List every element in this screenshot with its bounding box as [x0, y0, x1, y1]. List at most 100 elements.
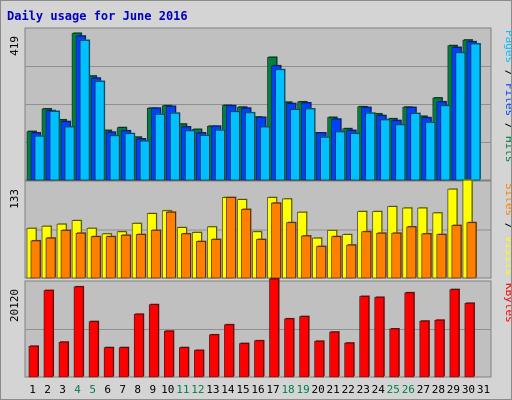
legend-separator: / [503, 63, 511, 83]
bar-kbytes-day-28 [434, 320, 445, 378]
bar-pages-day-10 [169, 112, 180, 181]
bar-kbytes-day-13 [209, 334, 219, 378]
x-tick-label: 14 [221, 383, 235, 396]
bar-pages-day-16 [260, 126, 270, 181]
bar-sites-day-20 [316, 246, 326, 279]
bar-pages-day-21 [335, 131, 345, 181]
x-tick-label: 26 [402, 383, 415, 396]
bar-kbytes-day-16 [254, 340, 264, 378]
x-tick-label: 1 [29, 383, 36, 396]
bar-sites-day-13 [211, 239, 221, 279]
y-max-label-hits_files_pages: 419 [8, 36, 21, 56]
bar-kbytes-day-8 [133, 314, 144, 378]
bar-pages-day-9 [154, 114, 165, 181]
legend-item-visits: Visits [503, 236, 511, 276]
bar-kbytes-day-2 [43, 290, 54, 378]
bar-pages-day-24 [380, 119, 391, 181]
bar-pages-day-17 [275, 69, 285, 181]
bar-sites-day-12 [196, 241, 206, 279]
bar-sites-day-24 [376, 232, 387, 279]
x-tick-label: 12 [191, 383, 204, 396]
bar-kbytes-day-3 [58, 341, 69, 378]
bar-pages-day-19 [305, 108, 315, 181]
bar-kbytes-day-1 [28, 346, 39, 378]
bar-kbytes-day-6 [103, 347, 114, 378]
bar-kbytes-day-4 [73, 286, 84, 378]
x-tick-label: 8 [134, 383, 141, 396]
x-tick-label: 29 [447, 383, 460, 396]
bar-sites-day-8 [135, 234, 146, 279]
bar-pages-day-1 [34, 135, 45, 181]
bar-sites-day-1 [30, 240, 41, 279]
bar-kbytes-day-9 [148, 304, 159, 378]
y-max-label-visits_sites: 133 [8, 189, 21, 209]
x-tick-label: 3 [59, 383, 66, 396]
bar-sites-day-28 [436, 234, 447, 279]
bar-kbytes-day-23 [359, 296, 370, 378]
bar-sites-day-14 [226, 197, 236, 279]
chart-title: Daily usage for June 2016 [7, 9, 188, 23]
chart-panels: 419 Pages / Files / Hits 133 Sites / Visits… [8, 27, 511, 378]
x-tick-label: 10 [161, 383, 174, 396]
bar-pages-day-22 [350, 133, 360, 181]
bar-pages-day-3 [64, 126, 75, 181]
x-tick-label: 28 [432, 383, 445, 396]
bar-sites-day-10 [165, 211, 176, 279]
legend-item-files: Files [503, 83, 511, 116]
bar-sites-day-15 [241, 209, 251, 279]
bar-sites-day-5 [90, 236, 101, 279]
bar-kbytes-day-27 [419, 320, 430, 378]
bar-pages-day-8 [139, 140, 150, 181]
bar-sites-day-22 [346, 244, 356, 279]
x-tick-label: 20 [312, 383, 325, 396]
bar-kbytes-day-30 [464, 303, 475, 378]
bar-kbytes-day-26 [404, 292, 415, 378]
bar-sites-day-17 [271, 202, 281, 279]
legend-item-pages: Pages [503, 30, 511, 63]
bar-sites-day-29 [451, 225, 462, 279]
x-tick-label: 6 [104, 383, 111, 396]
x-tick-label: 4 [74, 383, 81, 396]
bar-sites-day-30 [466, 222, 477, 279]
legend-item-kbytes: KBytes [503, 283, 511, 323]
panel-kbytes: 20120 KBytes [8, 278, 511, 378]
bar-sites-day-11 [181, 233, 191, 279]
x-tick-label: 23 [357, 383, 370, 396]
bar-kbytes-day-20 [314, 341, 324, 378]
bar-pages-day-6 [109, 135, 120, 181]
x-tick-label: 22 [342, 383, 355, 396]
x-tick-label: 15 [236, 383, 249, 396]
legend-hits_files_pages: Pages / Files / Hits [503, 30, 511, 163]
x-tick-label: 25 [387, 383, 400, 396]
x-tick-label: 21 [327, 383, 340, 396]
bar-pages-day-27 [425, 122, 436, 181]
x-tick-label: 7 [119, 383, 126, 396]
legend-separator: / [503, 116, 511, 136]
legend-item-hits: Hits [503, 136, 511, 163]
bar-sites-day-27 [421, 233, 432, 279]
legend-kbytes: KBytes [503, 283, 511, 323]
bar-sites-day-9 [150, 230, 161, 279]
bar-pages-day-20 [320, 136, 330, 181]
x-tick-label: 24 [372, 383, 386, 396]
bar-pages-day-18 [290, 109, 300, 181]
bar-pages-day-11 [185, 130, 195, 181]
bar-pages-day-13 [215, 129, 225, 181]
bar-kbytes-day-29 [449, 289, 460, 378]
legend-item-sites: Sites [503, 183, 511, 216]
bar-sites-day-16 [256, 239, 266, 279]
bar-pages-day-28 [440, 105, 451, 181]
bar-pages-day-7 [124, 133, 135, 181]
bar-kbytes-day-25 [389, 328, 400, 378]
series-sites [30, 196, 477, 279]
bar-kbytes-day-10 [163, 330, 174, 378]
bar-pages-day-14 [230, 111, 240, 181]
x-tick-label: 2 [44, 383, 51, 396]
bar-sites-day-2 [45, 237, 56, 279]
bar-kbytes-day-19 [299, 316, 309, 378]
bar-pages-day-23 [365, 112, 376, 181]
bar-kbytes-day-22 [344, 342, 354, 378]
x-tick-label: 31 [477, 383, 490, 396]
